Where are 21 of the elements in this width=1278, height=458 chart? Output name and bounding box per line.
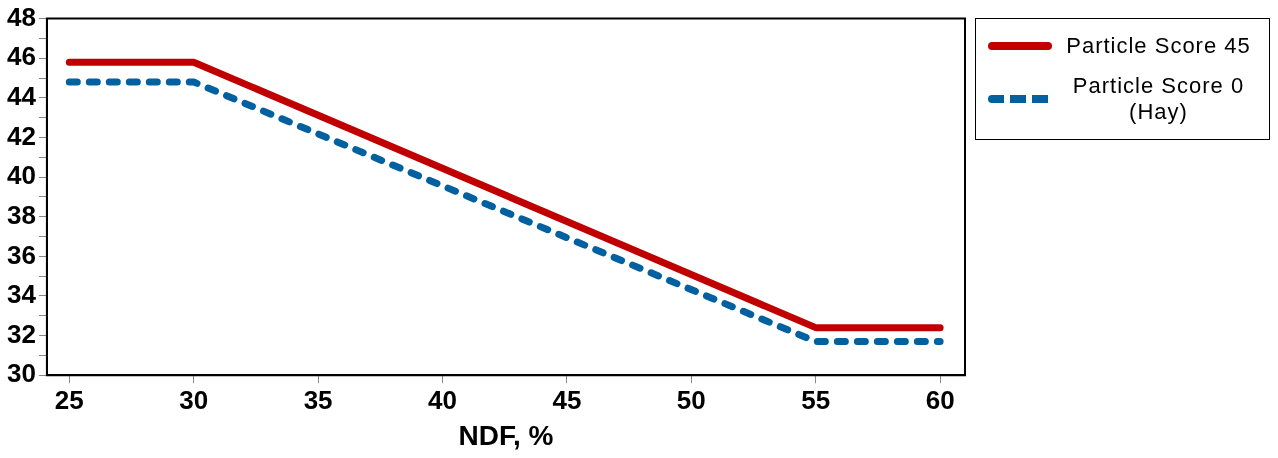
y-tick-label: 46 <box>7 41 36 72</box>
x-tick-label: 35 <box>303 384 333 415</box>
x-tick-label: 30 <box>179 384 209 415</box>
y-tick-label: 42 <box>7 120 36 151</box>
x-tick-label: 40 <box>428 384 457 415</box>
y-tick-label: 48 <box>7 1 36 32</box>
x-tick-label: 45 <box>552 384 582 415</box>
x-tick-label: 25 <box>54 384 84 415</box>
y-tick-label: 32 <box>7 318 36 349</box>
y-tick-label: 40 <box>7 160 36 191</box>
y-tick-label: 36 <box>7 239 36 270</box>
x-tick-label: 55 <box>801 384 831 415</box>
y-tick-label: 38 <box>7 199 36 230</box>
x-axis-title: NDF, % <box>458 419 554 451</box>
legend-label: Particle Score 0 (Hay) <box>1071 73 1246 125</box>
legend-label: Particle Score 45 <box>1065 33 1252 59</box>
y-tick-label: 34 <box>7 279 37 310</box>
x-tick-label: 50 <box>676 384 706 415</box>
y-tick-label: 30 <box>7 358 36 389</box>
x-tick-label: 60 <box>925 384 955 415</box>
y-tick-label: 44 <box>7 81 37 112</box>
